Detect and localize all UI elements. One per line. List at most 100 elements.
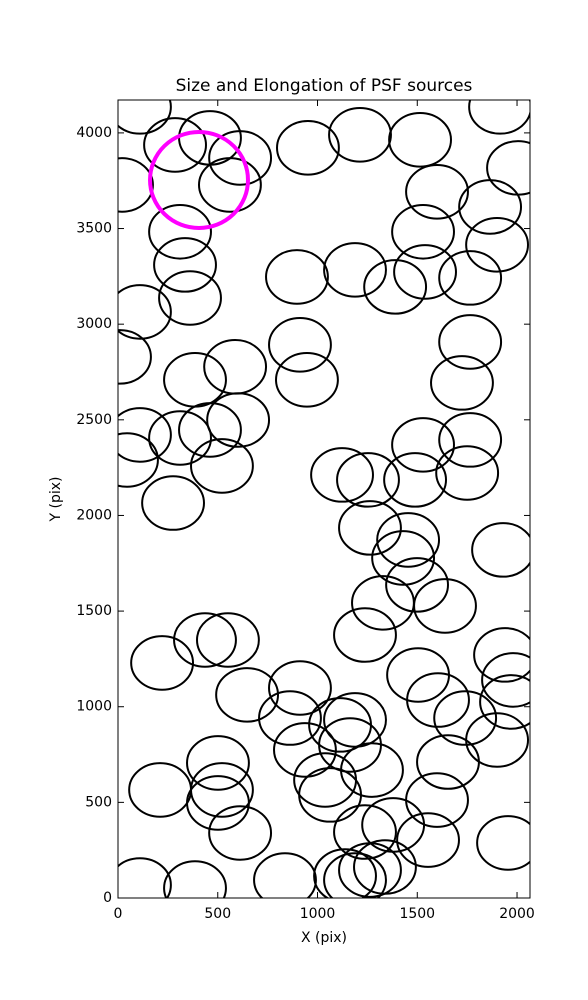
psf-ellipse — [118, 329, 152, 385]
psf-ellipse — [276, 120, 340, 176]
psf-ellipse — [435, 445, 500, 501]
psf-ellipse — [430, 355, 494, 411]
psf-ellipse — [186, 735, 250, 791]
psf-ellipse — [148, 410, 212, 466]
psf-ellipse — [186, 775, 250, 831]
psf-ellipse — [198, 157, 262, 213]
psf-ellipse — [313, 848, 377, 898]
y-tick-label: 2500 — [76, 412, 112, 428]
y-axis-label: Y (pix) — [48, 477, 64, 523]
psf-ellipse — [208, 805, 273, 861]
psf-ellipse — [393, 244, 457, 300]
psf-ellipse — [268, 660, 332, 716]
psf-ellipse — [471, 522, 530, 578]
psf-ellipse — [323, 852, 387, 898]
y-tick-label: 2000 — [76, 507, 112, 523]
psf-ellipse — [351, 575, 415, 631]
psf-ellipse — [458, 179, 523, 235]
y-tick-label: 4000 — [76, 125, 112, 141]
psf-ellipse — [476, 815, 530, 871]
psf-ellipse — [190, 438, 254, 494]
psf-ellipse — [273, 722, 337, 778]
psf-ellipse — [118, 432, 159, 488]
psf-ellipse — [253, 852, 317, 898]
psf-ellipse — [323, 242, 387, 298]
y-tick-label: 3000 — [76, 316, 112, 332]
x-axis-label: X (pix) — [301, 930, 347, 946]
psf-ellipse — [141, 475, 205, 531]
chart-title: Size and Elongation of PSF sources — [176, 76, 473, 96]
psf-ellipse — [118, 100, 172, 135]
psf-ellipse — [376, 512, 441, 568]
psf-ellipse — [203, 339, 268, 395]
psf-ellipse — [396, 812, 460, 868]
psf-ellipse — [433, 690, 498, 746]
psf-ellipse — [413, 578, 477, 634]
psf-ellipse — [118, 157, 154, 213]
psf-ellipse — [468, 100, 530, 135]
psf-ellipse — [258, 690, 322, 746]
psf-ellipse — [481, 652, 530, 708]
psf-ellipse — [208, 130, 273, 186]
psf-ellipse — [118, 407, 172, 463]
y-tick-label: 500 — [85, 794, 112, 810]
psf-ellipse — [333, 804, 397, 860]
psf-ellipse — [163, 352, 227, 408]
psf-ellipse — [333, 607, 397, 663]
x-tick-label: 500 — [204, 906, 231, 922]
psf-ellipse — [178, 402, 242, 458]
psf-ellipse — [473, 627, 530, 683]
y-tick-label: 1500 — [76, 603, 112, 619]
psf-ellipse — [153, 237, 217, 293]
axes-frame — [117, 99, 531, 899]
psf-ellipse — [215, 667, 280, 723]
psf-ellipse — [130, 635, 195, 691]
psf-ellipse — [386, 647, 450, 703]
y-tick-label: 1000 — [76, 699, 112, 715]
psf-ellipse — [118, 857, 172, 898]
x-tick-label: 1500 — [399, 906, 435, 922]
psf-ellipse — [118, 284, 172, 340]
psf-ellipse — [406, 672, 470, 728]
psf-ellipse — [336, 452, 400, 508]
psf-ellipse — [275, 352, 339, 408]
psf-ellipse — [340, 742, 404, 798]
psf-ellipse — [148, 204, 212, 260]
psf-ellipse — [486, 140, 530, 196]
psf-ellipse — [128, 762, 193, 818]
psf-ellipse — [163, 860, 227, 898]
psf-ellipse — [148, 129, 250, 230]
psf-ellipse — [479, 674, 530, 730]
psf-ellipse — [353, 839, 417, 895]
psf-ellipse — [158, 270, 222, 326]
psf-ellipse — [328, 107, 392, 163]
psf-ellipse — [438, 412, 503, 468]
psf-ellipse — [363, 259, 428, 315]
psf-ellipse — [465, 217, 530, 273]
psf-ellipse — [338, 500, 402, 556]
psf-ellipse — [206, 392, 271, 448]
psf-ellipse — [465, 712, 530, 768]
psf-ellipse — [438, 314, 503, 370]
psf-ellipse — [391, 417, 455, 473]
psf-ellipse — [405, 772, 469, 828]
x-tick-label: 2000 — [499, 906, 535, 922]
x-tick-label: 1000 — [300, 906, 336, 922]
psf-ellipse — [383, 452, 448, 508]
psf-ellipse — [268, 317, 332, 373]
psf-ellipse — [371, 530, 436, 586]
psf-ellipse — [385, 557, 449, 613]
psf-ellipse — [143, 117, 207, 173]
psf-ellipse — [388, 112, 452, 168]
psf-ellipse — [405, 164, 469, 220]
x-tick-label: 0 — [114, 906, 123, 922]
psf-ellipse — [196, 612, 260, 668]
psf-ellipse — [265, 249, 329, 305]
y-tick-label: 0 — [103, 890, 112, 906]
plot-area — [118, 100, 530, 898]
psf-ellipse — [310, 447, 374, 503]
psf-ellipse — [391, 204, 455, 260]
psf-ellipse — [438, 250, 503, 306]
psf-ellipse — [173, 612, 237, 668]
